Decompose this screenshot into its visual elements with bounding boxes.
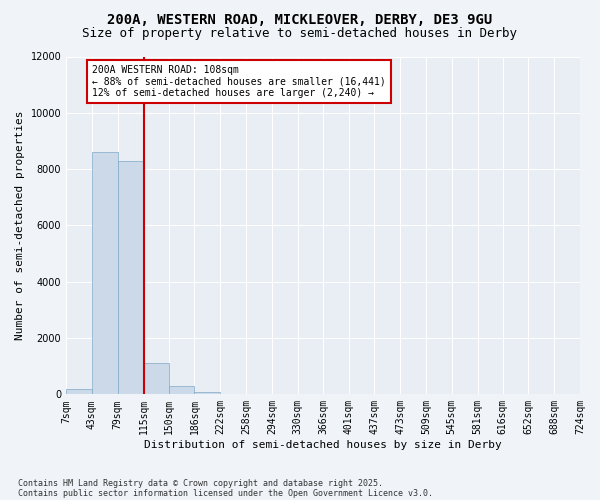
Text: 200A WESTERN ROAD: 108sqm
← 88% of semi-detached houses are smaller (16,441)
12%: 200A WESTERN ROAD: 108sqm ← 88% of semi-… [92, 65, 386, 98]
Bar [194, 392, 220, 394]
Text: 200A, WESTERN ROAD, MICKLEOVER, DERBY, DE3 9GU: 200A, WESTERN ROAD, MICKLEOVER, DERBY, D… [107, 12, 493, 26]
Bar [169, 386, 194, 394]
Text: Contains public sector information licensed under the Open Government Licence v3: Contains public sector information licen… [18, 488, 433, 498]
Text: Size of property relative to semi-detached houses in Derby: Size of property relative to semi-detach… [83, 28, 517, 40]
X-axis label: Distribution of semi-detached houses by size in Derby: Distribution of semi-detached houses by … [144, 440, 502, 450]
Y-axis label: Number of semi-detached properties: Number of semi-detached properties [15, 110, 25, 340]
Bar [143, 364, 169, 394]
Bar [118, 160, 143, 394]
Bar [66, 388, 92, 394]
Text: Contains HM Land Registry data © Crown copyright and database right 2025.: Contains HM Land Registry data © Crown c… [18, 478, 383, 488]
Bar [92, 152, 118, 394]
